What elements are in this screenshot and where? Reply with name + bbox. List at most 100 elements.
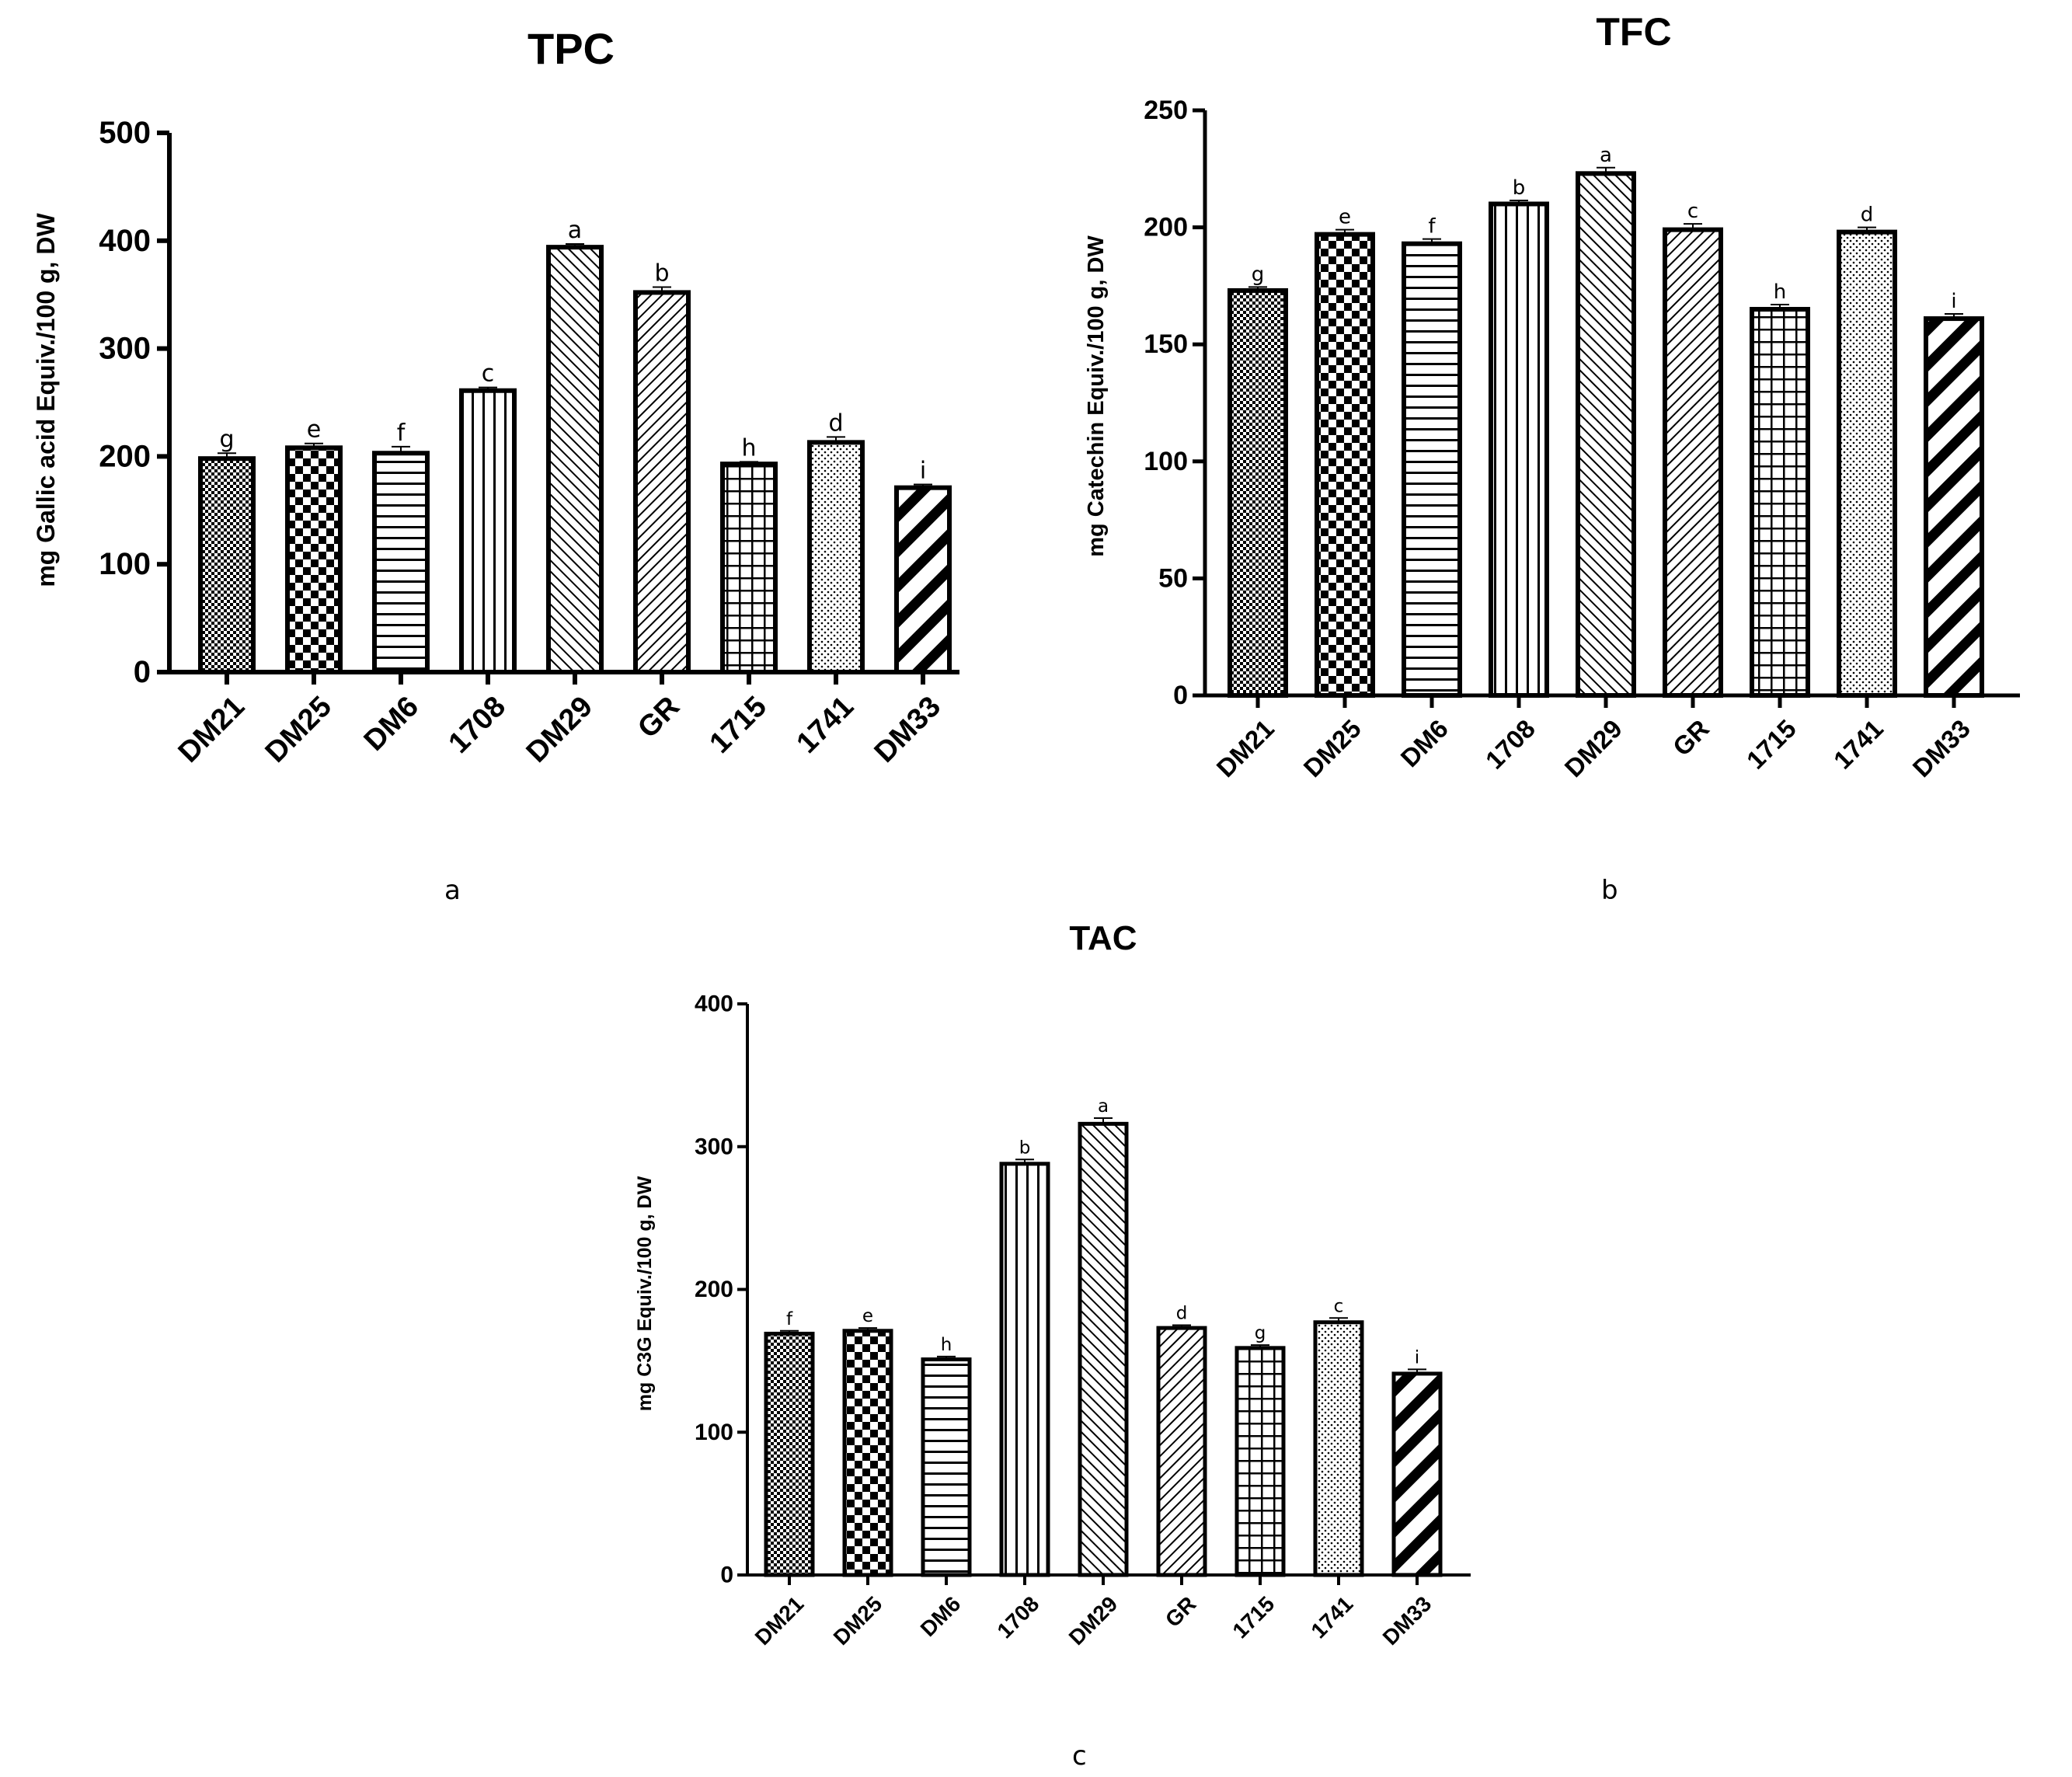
bar (1391, 1371, 1443, 1577)
bar (921, 1357, 972, 1577)
x-tick-label: DM25 (259, 690, 338, 768)
y-axis-label: mg Catechin Equiv./100 g, DW (1084, 235, 1109, 557)
significance-letter: g (219, 426, 234, 453)
bar (459, 388, 517, 674)
tpc-chart: TPC mg Gallic acid Equiv./100 g, DW 0 100… (32, 24, 959, 769)
y-tick-label: 100 (695, 1420, 733, 1445)
x-tick-label: 1741 (1306, 1591, 1357, 1643)
x-tick-label: 1708 (1480, 714, 1541, 775)
bar (1078, 1121, 1129, 1577)
significance-letter: c (482, 361, 495, 388)
bar (764, 1331, 815, 1577)
significance-letter: g (1255, 1323, 1266, 1343)
x-tick-label: GR (1667, 714, 1715, 761)
y-tick-label: 0 (720, 1563, 733, 1588)
y-tick-label: 300 (695, 1134, 733, 1159)
bar (1315, 232, 1375, 698)
y-tick-label: 400 (99, 224, 151, 258)
y-tick-label: 0 (134, 655, 151, 689)
significance-letter: e (1339, 206, 1351, 229)
y-tick-label: 50 (1158, 563, 1188, 593)
x-tick-label: DM29 (1064, 1591, 1123, 1650)
significance-letter: c (1687, 200, 1698, 223)
significance-letter: b (1513, 176, 1526, 200)
x-tick-label: 1741 (1828, 714, 1889, 775)
significance-letter: e (307, 416, 321, 444)
x-tick-label: DM33 (1378, 1591, 1436, 1650)
y-axis-label: mg C3G Equiv./100 g, DW (634, 1176, 656, 1411)
chart-title: TFC (1596, 10, 1671, 54)
y-tick-label: 150 (1144, 329, 1188, 359)
x-tick-label: DM33 (1907, 714, 1976, 782)
bar (894, 485, 952, 674)
y-tick-label: 500 (99, 116, 151, 150)
chart-marks: 0 50 100 150 200 250 g DM21 e DM25 f DM6 b 1708 a DM29 c… (1144, 96, 2020, 782)
significance-letter: b (1019, 1138, 1031, 1158)
x-tick-label: DM33 (869, 690, 947, 768)
y-tick-label: 100 (99, 547, 151, 581)
x-tick-label: 1715 (1228, 1591, 1279, 1643)
y-tick-label: 250 (1144, 96, 1188, 125)
significance-letter: f (397, 420, 406, 447)
y-axis-label: mg Gallic acid Equiv./100 g, DW (32, 213, 60, 587)
significance-letter: d (828, 409, 843, 437)
x-tick-label: DM6 (916, 1591, 966, 1641)
x-tick-label: DM25 (1298, 714, 1367, 782)
x-tick-label: DM29 (521, 690, 599, 768)
chart-title: TPC (528, 24, 615, 73)
significance-letter: f (786, 1309, 793, 1329)
significance-letter: a (568, 217, 582, 244)
x-tick-label: DM21 (750, 1591, 809, 1650)
significance-letter: i (1415, 1347, 1419, 1368)
significance-letter: c (1334, 1296, 1344, 1316)
x-tick-label: DM21 (1211, 714, 1280, 782)
panel-label-b: b (1601, 875, 1618, 906)
bar (1234, 1346, 1286, 1577)
x-tick-label: GR (632, 690, 686, 744)
panel-label-c: c (1072, 1740, 1087, 1772)
panel-label-a: a (444, 875, 461, 906)
chart-title: TAC (1069, 919, 1137, 957)
significance-letter: b (654, 260, 669, 287)
significance-letter: e (862, 1306, 873, 1326)
bar (807, 440, 865, 675)
significance-letter: f (1428, 215, 1436, 239)
bar (372, 451, 430, 675)
chart-marks: 0 100 200 300 400 f DM21 e DM25 h DM6 b 1708 a DM29 d GR… (695, 991, 1471, 1650)
y-tick-label: 400 (695, 991, 733, 1017)
significance-letter: h (741, 434, 756, 462)
bar (1489, 201, 1549, 699)
x-tick-label: DM6 (358, 690, 425, 757)
bar (1402, 241, 1462, 698)
x-tick-label: 1741 (791, 690, 860, 759)
significance-letter: i (920, 457, 926, 484)
bar (842, 1329, 893, 1577)
bar (546, 245, 604, 674)
bar (720, 462, 778, 675)
x-tick-label: 1708 (443, 690, 512, 759)
chart-marks: 0 100 200 300 400 500 g DM21 e DM25 f DM6 c 1708 a DM29… (99, 116, 959, 769)
bar (1750, 307, 1810, 698)
y-tick-label: 200 (1144, 213, 1188, 242)
bar (1228, 287, 1288, 698)
x-tick-label: DM25 (829, 1591, 887, 1650)
x-tick-label: 1715 (1741, 714, 1802, 775)
y-tick-label: 300 (99, 332, 151, 366)
significance-letter: d (1861, 204, 1874, 227)
tfc-chart: TFC mg Catechin Equiv./100 g, DW 0 50 100 1… (1084, 10, 2020, 782)
significance-letter: a (1098, 1096, 1109, 1117)
x-tick-label: DM6 (1395, 714, 1453, 772)
significance-letter: h (1774, 280, 1786, 304)
significance-letter: h (941, 1335, 952, 1355)
significance-letter: a (1600, 144, 1612, 167)
tac-chart: TAC mg C3G Equiv./100 g, DW 0 100 200 300 40… (634, 919, 1471, 1650)
significance-letter: g (1252, 263, 1265, 286)
x-tick-label: 1708 (992, 1591, 1043, 1643)
x-tick-label: GR (1161, 1591, 1201, 1632)
bar (1576, 171, 1636, 699)
significance-letter: d (1176, 1303, 1188, 1323)
bar (1313, 1320, 1364, 1577)
bar (285, 445, 343, 675)
bar (198, 456, 256, 675)
bar (1663, 227, 1723, 698)
